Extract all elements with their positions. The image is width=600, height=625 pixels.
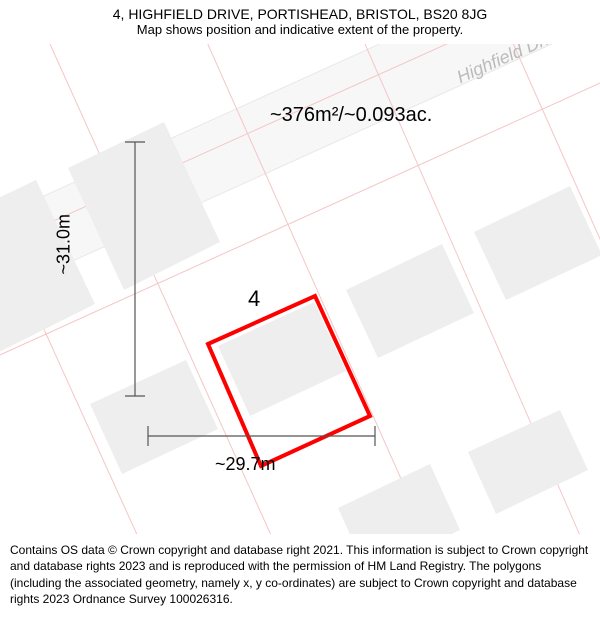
map-canvas: Highfield Drive ~376m²/~0.093ac. ~31.0m … (0, 44, 600, 534)
building-6 (468, 410, 588, 514)
building-3 (474, 186, 600, 300)
building-2 (346, 244, 474, 358)
header: 4, HIGHFIELD DRIVE, PORTISHEAD, BRISTOL,… (0, 0, 600, 41)
building-1 (90, 360, 218, 474)
height-dimension-label: ~31.0m (54, 214, 75, 275)
copyright-footer: Contains OS data © Crown copyright and d… (0, 534, 600, 625)
building-layer (0, 122, 600, 534)
page-subtitle: Map shows position and indicative extent… (10, 22, 590, 37)
page-title: 4, HIGHFIELD DRIVE, PORTISHEAD, BRISTOL,… (10, 6, 590, 22)
width-dimension-label: ~29.7m (215, 454, 276, 475)
plot-number-label: 4 (248, 286, 260, 312)
area-label: ~376m²/~0.093ac. (270, 104, 432, 127)
